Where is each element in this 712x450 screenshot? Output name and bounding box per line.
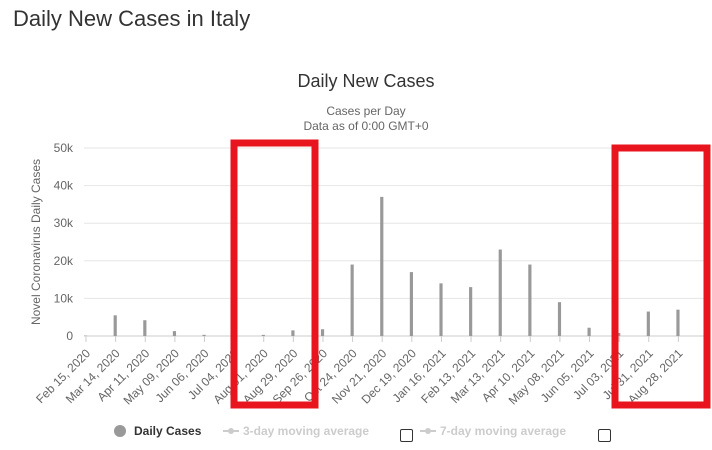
checkbox-3-day-average[interactable] — [400, 429, 413, 442]
daily-cases-bar — [291, 330, 295, 336]
chart-subtitle-line-1: Cases per Day — [326, 104, 405, 118]
daily-cases-bar — [202, 334, 206, 336]
daily-cases-bar — [646, 311, 650, 336]
highlight-box-right — [611, 144, 711, 409]
legend-dot-icon — [114, 425, 126, 437]
legend-line-marker-icon — [420, 428, 436, 434]
bars — [84, 196, 680, 336]
chart: Daily New Cases Cases per Day Data as of… — [29, 71, 711, 409]
y-tick-label: 10k — [54, 291, 74, 305]
daily-cases-bar — [676, 309, 680, 336]
daily-cases-bar — [498, 249, 502, 336]
daily-cases-bar — [320, 329, 325, 336]
page-title: Daily New Cases in Italy — [13, 6, 251, 31]
daily-cases-bar — [557, 302, 562, 336]
chart-subtitle-line-2: Data as of 0:00 GMT+0 — [303, 119, 428, 133]
daily-cases-bar — [528, 264, 532, 336]
daily-cases-bar — [587, 327, 591, 336]
legend: Daily Cases 3-day moving average 7-day m… — [0, 424, 712, 444]
checkbox-7-day-average[interactable] — [598, 429, 611, 442]
legend-label-daily-cases: Daily Cases — [134, 424, 202, 438]
daily-cases-bar — [409, 272, 413, 336]
y-tick-label: 30k — [54, 216, 74, 230]
daily-cases-bar — [350, 264, 354, 336]
y-tick-label: 0 — [66, 329, 73, 343]
daily-cases-bar — [380, 196, 384, 336]
legend-item-daily-cases[interactable]: Daily Cases — [114, 424, 201, 438]
daily-cases-bar — [439, 283, 443, 336]
y-ticks: 0 10k 20k 30k 40k 50k — [54, 141, 74, 343]
y-axis-title: Novel Coronavirus Daily Cases — [29, 159, 43, 325]
daily-cases-bar — [469, 287, 473, 336]
chart-title: Daily New Cases — [297, 71, 434, 91]
grid — [84, 147, 706, 337]
legend-label-3-day-average: 3-day moving average — [243, 424, 370, 438]
highlight-box-left — [230, 139, 319, 409]
y-tick-label: 40k — [54, 179, 74, 193]
y-tick-label: 20k — [54, 254, 74, 268]
daily-cases-bar — [172, 331, 177, 336]
legend-item-3-day-average[interactable]: 3-day moving average — [223, 424, 369, 438]
legend-item-7-day-average[interactable]: 7-day moving average — [420, 424, 566, 438]
y-tick-label: 50k — [54, 141, 74, 155]
daily-cases-bar — [261, 334, 265, 336]
legend-label-7-day-average: 7-day moving average — [440, 424, 567, 438]
daily-cases-bar — [113, 315, 117, 336]
daily-cases-bar — [143, 320, 147, 336]
legend-line-marker-icon — [223, 428, 239, 434]
daily-cases-bar — [617, 332, 621, 336]
